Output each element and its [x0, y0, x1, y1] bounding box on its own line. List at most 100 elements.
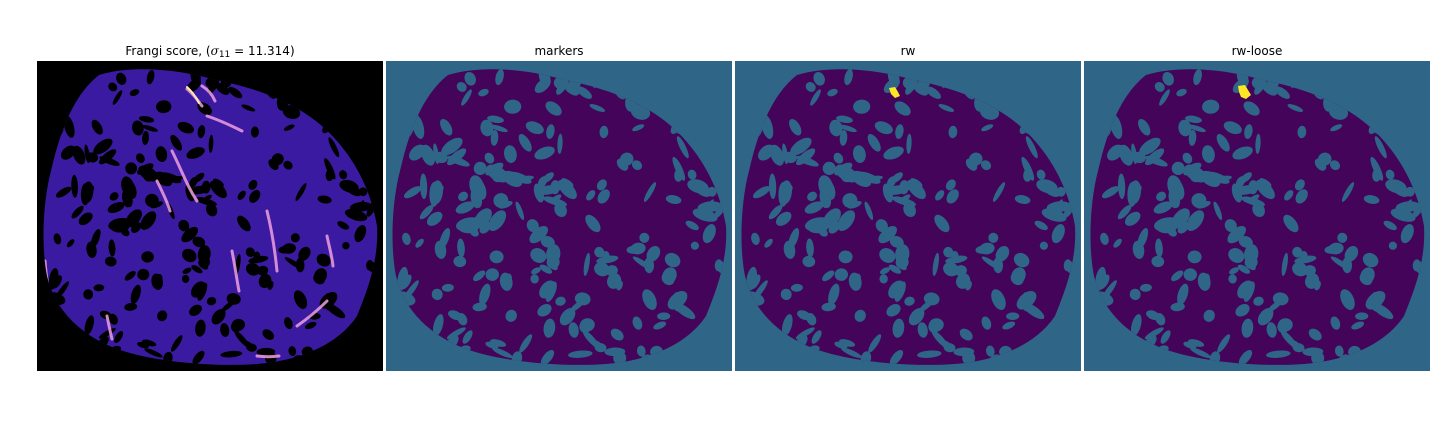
pore — [1405, 186, 1415, 197]
pore — [630, 104, 651, 120]
pore — [804, 201, 824, 214]
pore — [248, 179, 258, 190]
sigma-value: 11.314 — [247, 44, 290, 58]
pore — [441, 283, 454, 292]
pore — [66, 239, 75, 248]
pore — [607, 273, 622, 289]
ridge-highlight — [170, 149, 199, 203]
pore — [995, 246, 1010, 262]
pore — [888, 264, 902, 274]
pore — [882, 183, 893, 203]
ridge-highlight — [295, 299, 329, 328]
pore — [456, 81, 467, 92]
pore — [991, 289, 1006, 310]
pore — [526, 219, 539, 233]
frangi-image — [37, 61, 383, 371]
pore — [1185, 115, 1202, 124]
pore — [1002, 321, 1016, 330]
pore — [1213, 201, 1223, 220]
pore — [550, 194, 562, 203]
pore — [1237, 280, 1254, 299]
pore — [1155, 313, 1166, 326]
pore — [1390, 208, 1416, 222]
pore — [473, 208, 492, 229]
pore — [839, 339, 856, 347]
pore — [1330, 124, 1343, 132]
pore — [822, 161, 836, 175]
pore — [226, 293, 241, 305]
pore — [632, 316, 643, 330]
pore — [643, 182, 657, 202]
pore — [1203, 309, 1215, 322]
pore — [1217, 334, 1231, 353]
pore — [1248, 180, 1259, 195]
pore — [764, 238, 773, 248]
pore — [1371, 302, 1394, 320]
pore — [818, 227, 828, 237]
pore — [1151, 255, 1165, 268]
pore — [968, 152, 983, 166]
ridge-highlight — [265, 209, 279, 273]
pore — [596, 179, 607, 191]
pore — [525, 121, 544, 135]
pore — [653, 321, 667, 330]
pore — [182, 267, 192, 275]
pore — [453, 255, 467, 268]
tissue-region — [1090, 69, 1425, 365]
pore — [639, 232, 650, 243]
pore — [1153, 201, 1173, 214]
pore — [415, 238, 424, 248]
pore — [693, 182, 711, 197]
pore — [840, 170, 852, 183]
pore — [879, 248, 896, 263]
pore — [768, 204, 783, 220]
pore — [545, 101, 562, 116]
pore — [1266, 322, 1277, 338]
pore — [1183, 162, 1202, 176]
pore — [181, 274, 190, 283]
pore — [943, 246, 954, 258]
pore — [821, 302, 836, 312]
pore — [1101, 186, 1120, 199]
pore — [768, 173, 777, 200]
pore — [256, 347, 276, 356]
pore — [431, 288, 443, 301]
pore — [864, 175, 883, 182]
pore — [455, 201, 475, 214]
pore — [979, 104, 1000, 120]
ridge-highlight — [155, 179, 172, 213]
pore — [555, 296, 566, 306]
pore — [72, 145, 86, 165]
pore — [288, 346, 297, 357]
pore — [473, 161, 487, 175]
pore — [473, 270, 486, 282]
pore — [661, 272, 675, 286]
pore — [932, 252, 939, 276]
pore — [912, 82, 929, 96]
pore — [559, 308, 576, 326]
pore — [758, 144, 775, 161]
pore — [191, 281, 206, 298]
pore — [790, 283, 803, 292]
pore — [1186, 210, 1205, 231]
pore — [778, 181, 789, 207]
highlight-region — [889, 87, 900, 98]
pore — [143, 170, 154, 182]
pore — [646, 246, 661, 262]
pore — [1363, 195, 1380, 204]
pore — [1237, 264, 1251, 274]
pore — [1412, 259, 1421, 272]
pore — [842, 193, 858, 208]
pore — [339, 170, 348, 180]
sigma-symbol: σ — [210, 44, 219, 58]
pore — [839, 130, 848, 146]
pore — [116, 72, 127, 85]
pore — [108, 239, 116, 257]
pore — [605, 265, 618, 277]
pore — [132, 120, 144, 136]
pore — [211, 308, 226, 325]
pore — [1351, 321, 1365, 330]
ridge-highlight — [230, 249, 241, 293]
pore — [1281, 252, 1288, 276]
pore — [1183, 341, 1197, 349]
